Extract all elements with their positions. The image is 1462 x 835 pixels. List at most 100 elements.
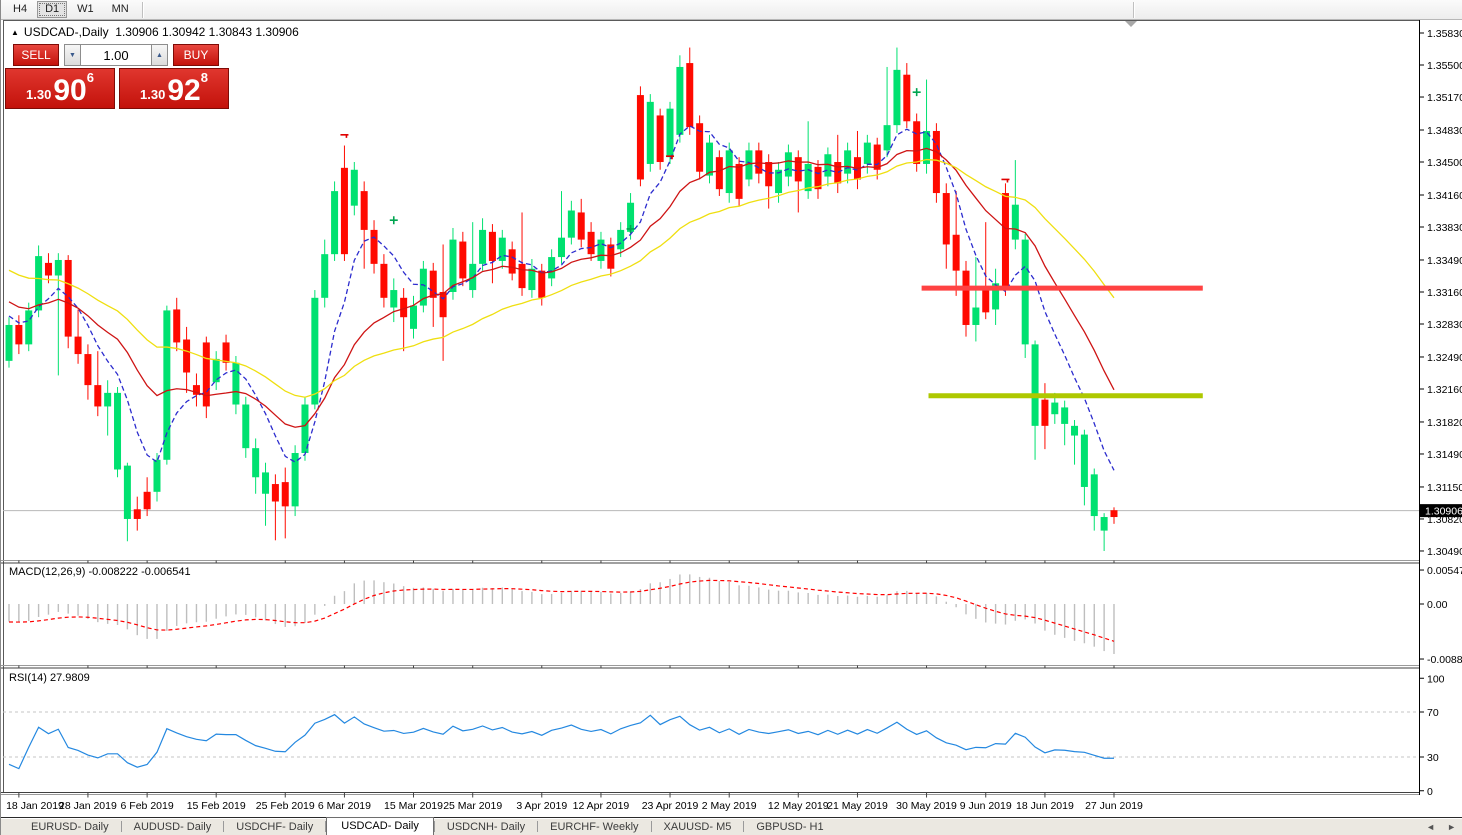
tab-gbpusd-h1[interactable]: GBPUSD- H1: [756, 821, 824, 833]
candle: [617, 222, 625, 258]
rsi-axis-label: 70: [1427, 707, 1439, 719]
sell-price-display[interactable]: 1.30 90 6: [5, 68, 115, 109]
timeframe-button-h4[interactable]: H4: [13, 3, 28, 15]
moving-average-ma-slow: [8, 158, 1115, 398]
tab-separator: [325, 821, 327, 832]
price-axis-label: 1.34160: [1427, 190, 1462, 202]
candle: [765, 154, 773, 209]
chart-title: ▲ USDCAD-,Daily 1.30906 1.30942 1.30843 1…: [11, 25, 299, 39]
candle: [232, 356, 240, 415]
tab-usdchf-daily[interactable]: USDCHF- Daily: [236, 821, 314, 833]
candle: [192, 373, 200, 407]
candle: [705, 134, 713, 184]
timeframe-button-w1[interactable]: W1: [77, 3, 94, 15]
candle: [488, 224, 496, 284]
date-axis-label: 18 Jan 2019: [6, 800, 64, 812]
volume-increase-button[interactable]: ▲: [151, 44, 168, 66]
candle: [133, 496, 141, 531]
candle: [518, 212, 526, 296]
candle: [242, 396, 250, 458]
tab-usdcnh-daily[interactable]: USDCNH- Daily: [446, 821, 526, 833]
date-axis-label: 15 Feb 2019: [187, 800, 246, 812]
date-axis-label: 6 Mar 2019: [318, 800, 371, 812]
price-axis-label: 1.32160: [1427, 384, 1462, 396]
candle: [1031, 340, 1039, 460]
tab-xauusd-m5[interactable]: XAUUSD- M5: [663, 821, 732, 833]
buy-price-pips: 92: [167, 74, 201, 107]
candles-layer: [5, 47, 1118, 551]
rsi-axis-label: 100: [1427, 673, 1445, 685]
candle: [153, 453, 161, 502]
rsi-axis-label: 30: [1427, 752, 1439, 764]
candle: [548, 249, 556, 287]
chart-title-text: USDCAD-,Daily 1.30906 1.30942 1.30843 1.…: [23, 25, 299, 39]
price-axis-label: 1.30490: [1427, 546, 1462, 558]
candle: [686, 47, 694, 135]
volume-decrease-button[interactable]: ▼: [64, 44, 81, 66]
timeframe-button-d1[interactable]: D1: [37, 1, 68, 18]
tab-scroll-left-icon[interactable]: ◄: [1426, 822, 1436, 832]
buy-price-display[interactable]: 1.30 92 8: [119, 68, 229, 109]
sell-button[interactable]: SELL: [13, 44, 59, 66]
sell-marker-icon: [666, 155, 675, 160]
candle: [252, 438, 260, 494]
collapse-triangle-icon[interactable]: ▲: [11, 28, 19, 37]
candle: [923, 79, 931, 174]
tab-eurchf-weekly[interactable]: EURCHF- Weekly: [550, 821, 639, 833]
tab-audusd-daily[interactable]: AUDUSD- Daily: [133, 821, 212, 833]
candle: [696, 115, 704, 180]
candle: [863, 134, 871, 174]
candle: [1021, 233, 1029, 358]
timeframe-button-mn[interactable]: MN: [111, 3, 129, 15]
candle: [410, 295, 418, 339]
price-axis-label: 1.31820: [1427, 417, 1462, 429]
candle: [74, 309, 82, 364]
timeframe-toolbar: H4 D1 W1 MN: [1, 0, 1462, 20]
tab-separator: [743, 821, 745, 832]
trade-price-row: 1.30 90 6 1.30 92 8: [5, 68, 231, 109]
tab-scrollbar: ◄ ►: [1426, 822, 1456, 832]
date-axis-label: 15 Mar 2019: [384, 800, 443, 812]
rsi-label: RSI(14) 27.9809: [9, 672, 90, 684]
candle: [340, 145, 348, 261]
candle: [834, 134, 842, 194]
candle: [25, 302, 33, 352]
date-axis-label: 9 Jun 2019: [960, 800, 1012, 812]
candle: [784, 144, 792, 187]
date-axis-label: 27 Jun 2019: [1085, 800, 1143, 812]
candle: [1110, 507, 1118, 524]
splitter-handle-icon[interactable]: [1125, 21, 1137, 27]
date-axis-label: 21 May 2019: [827, 800, 888, 812]
date-axis-label: 25 Feb 2019: [256, 800, 315, 812]
tab-scroll-right-icon[interactable]: ►: [1447, 822, 1456, 832]
candle: [94, 351, 102, 417]
candle: [804, 121, 812, 199]
candle: [725, 142, 733, 203]
moving-average-ma-fast: [8, 125, 1115, 471]
buy-button[interactable]: BUY: [173, 44, 219, 66]
toolbar-separator: [141, 1, 143, 18]
sell-price-point: 6: [86, 70, 94, 85]
candle: [962, 260, 970, 337]
tab-usdcad-daily[interactable]: USDCAD- Daily: [326, 817, 434, 835]
candle: [636, 86, 644, 187]
volume-input[interactable]: [81, 44, 151, 66]
candle: [321, 239, 329, 308]
date-axis-label: 18 Jun 2019: [1016, 800, 1074, 812]
candle: [794, 150, 802, 213]
candle: [439, 244, 447, 361]
candle: [1011, 160, 1019, 250]
candle: [212, 351, 220, 390]
candle: [202, 336, 210, 419]
tab-eurusd-daily[interactable]: EURUSD- Daily: [31, 821, 109, 833]
sell-marker-icon: [340, 134, 349, 138]
candle: [419, 260, 427, 313]
price-chart: 1.35830 1.35500 1.35170 1.34830 1.34500 1.341…: [1, 20, 1462, 812]
date-axis-label: 3 Apr 2019: [516, 800, 567, 812]
candle: [528, 259, 536, 298]
rsi-line: [8, 713, 1114, 770]
sell-price-prefix: 1.30: [26, 87, 52, 102]
current-price-tag: [1419, 504, 1462, 518]
